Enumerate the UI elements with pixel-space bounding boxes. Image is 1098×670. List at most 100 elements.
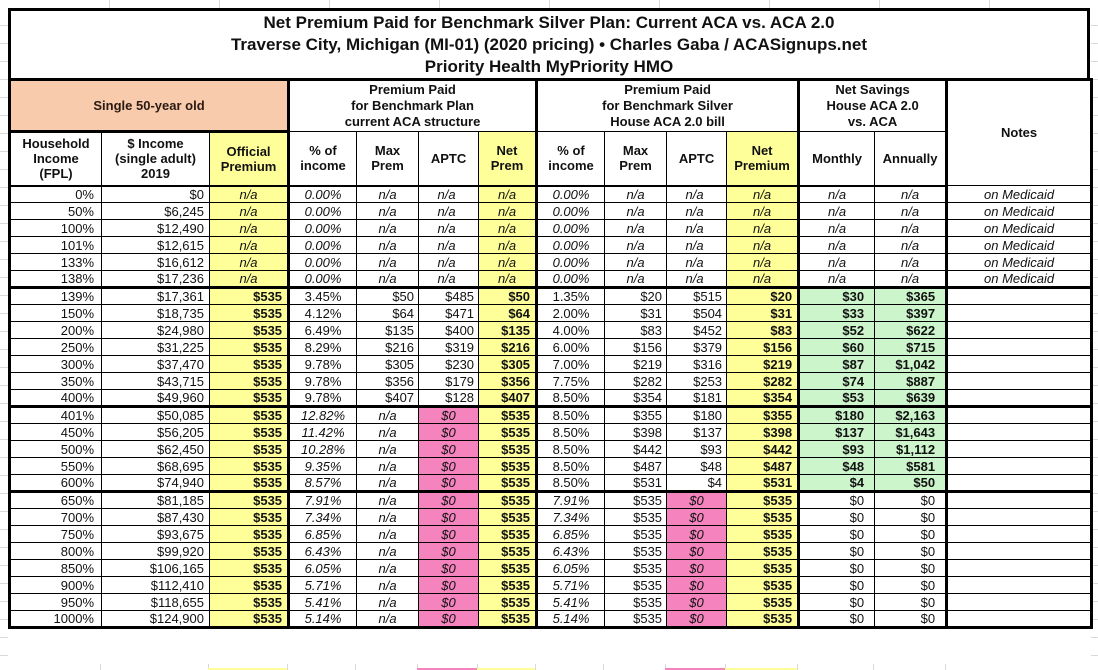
cell-aca_max[interactable]: $216	[356, 338, 420, 356]
cell-h_pct[interactable]: 0.00%	[535, 253, 606, 271]
cell-official[interactable]: $535	[208, 593, 290, 611]
cell-monthly[interactable]: $0	[797, 490, 876, 509]
cell-h_pct[interactable]: 0.00%	[535, 236, 606, 254]
cell-income[interactable]: $106,165	[101, 559, 210, 577]
group-header-house-aca2[interactable]: Premium Paid for Benchmark Silver House …	[535, 79, 800, 132]
cell-h_pct[interactable]: 0.00%	[535, 270, 606, 288]
cell-h_aptc[interactable]: n/a	[666, 253, 728, 271]
cell-h_max[interactable]: $355	[604, 405, 668, 424]
cell-h_pct[interactable]: 8.50%	[535, 405, 606, 424]
cell-h_net[interactable]: $487	[726, 457, 800, 475]
cell-aca_aptc[interactable]: $0	[418, 423, 480, 441]
cell-notes[interactable]	[945, 474, 1093, 492]
cell-annually[interactable]: $0	[874, 610, 948, 628]
cell-aca_max[interactable]: n/a	[356, 610, 420, 628]
cell-income[interactable]: $18,735	[101, 304, 210, 322]
cell-h_net[interactable]: $535	[726, 490, 800, 509]
cell-h_pct[interactable]: 5.14%	[535, 610, 606, 628]
cell-official[interactable]: $535	[208, 490, 290, 509]
cell-aca_aptc[interactable]: $0	[418, 405, 480, 424]
cell-notes[interactable]	[945, 405, 1093, 424]
cell-monthly[interactable]: $4	[797, 474, 876, 492]
cell-aca_net[interactable]: $305	[478, 355, 538, 373]
cell-h_net[interactable]: $535	[726, 508, 800, 526]
cell-official[interactable]: $535	[208, 559, 290, 577]
cell-h_pct[interactable]: 8.50%	[535, 389, 606, 407]
cell-h_aptc[interactable]: n/a	[666, 236, 728, 254]
cell-fpl[interactable]: 138%	[9, 270, 102, 288]
cell-fpl[interactable]: 650%	[9, 490, 102, 509]
cell-aca_aptc[interactable]: $0	[418, 508, 480, 526]
cell-aca_aptc[interactable]: $128	[418, 389, 480, 407]
cell-aca_pct[interactable]: 12.82%	[287, 405, 358, 424]
cell-h_max[interactable]: $535	[604, 559, 668, 577]
cell-annually[interactable]: $365	[874, 286, 948, 305]
cell-notes[interactable]	[945, 389, 1093, 407]
cell-official[interactable]: n/a	[208, 202, 290, 220]
cell-income[interactable]: $43,715	[101, 372, 210, 390]
cell-h_net[interactable]: n/a	[726, 253, 800, 271]
cell-fpl[interactable]: 950%	[9, 593, 102, 611]
cell-official[interactable]: $535	[208, 389, 290, 407]
cell-aca_net[interactable]: $535	[478, 474, 538, 492]
column-header-official-premium[interactable]: Official Premium	[208, 131, 290, 187]
cell-h_net[interactable]: n/a	[726, 236, 800, 254]
cell-h_aptc[interactable]: $316	[666, 355, 728, 373]
group-header-current-aca[interactable]: Premium Paid for Benchmark Plan current …	[287, 79, 538, 132]
cell-notes[interactable]	[945, 559, 1093, 577]
column-header-savings-annually[interactable]: Annually	[874, 131, 948, 187]
cell-aca_max[interactable]: n/a	[356, 219, 420, 237]
cell-aca_pct[interactable]: 6.05%	[287, 559, 358, 577]
cell-h_net[interactable]: $355	[726, 405, 800, 424]
cell-h_aptc[interactable]: $379	[666, 338, 728, 356]
cell-fpl[interactable]: 750%	[9, 525, 102, 543]
cell-fpl[interactable]: 900%	[9, 576, 102, 594]
cell-income[interactable]: $124,900	[101, 610, 210, 628]
column-header-fpl[interactable]: Household Income (FPL)	[9, 131, 102, 187]
cell-h_aptc[interactable]: $137	[666, 423, 728, 441]
cell-annually[interactable]: $0	[874, 490, 948, 509]
cell-annually[interactable]: $0	[874, 542, 948, 560]
column-header-house-max-prem[interactable]: Max Prem	[604, 131, 668, 187]
cell-h_max[interactable]: $535	[604, 576, 668, 594]
cell-annually[interactable]: n/a	[874, 270, 948, 288]
cell-aca_pct[interactable]: 8.57%	[287, 474, 358, 492]
cell-aca_pct[interactable]: 6.85%	[287, 525, 358, 543]
cell-fpl[interactable]: 150%	[9, 304, 102, 322]
cell-income[interactable]: $99,920	[101, 542, 210, 560]
column-header-savings-monthly[interactable]: Monthly	[797, 131, 876, 187]
cell-income[interactable]: $50,085	[101, 405, 210, 424]
cell-h_net[interactable]: $398	[726, 423, 800, 441]
cell-h_net[interactable]: $354	[726, 389, 800, 407]
cell-h_net[interactable]: $219	[726, 355, 800, 373]
cell-h_max[interactable]: n/a	[604, 219, 668, 237]
cell-aca_max[interactable]: n/a	[356, 525, 420, 543]
cell-h_net[interactable]: $535	[726, 593, 800, 611]
cell-aca_pct[interactable]: 9.78%	[287, 372, 358, 390]
cell-annually[interactable]: n/a	[874, 236, 948, 254]
cell-aca_pct[interactable]: 5.71%	[287, 576, 358, 594]
cell-monthly[interactable]: $74	[797, 372, 876, 390]
cell-aca_aptc[interactable]: $230	[418, 355, 480, 373]
cell-aca_pct[interactable]: 5.14%	[287, 610, 358, 628]
cell-official[interactable]: n/a	[208, 253, 290, 271]
cell-aca_pct[interactable]: 4.12%	[287, 304, 358, 322]
cell-aca_net[interactable]: $135	[478, 321, 538, 339]
cell-h_max[interactable]: $535	[604, 610, 668, 628]
cell-aca_max[interactable]: n/a	[356, 202, 420, 220]
cell-monthly[interactable]: n/a	[797, 202, 876, 220]
cell-income[interactable]: $112,410	[101, 576, 210, 594]
cell-h_net[interactable]: $20	[726, 286, 800, 305]
cell-h_aptc[interactable]: $181	[666, 389, 728, 407]
cell-fpl[interactable]: 100%	[9, 219, 102, 237]
group-header-net-savings[interactable]: Net Savings House ACA 2.0 vs. ACA	[797, 79, 948, 132]
cell-aca_aptc[interactable]: $0	[418, 542, 480, 560]
column-header-aca-aptc[interactable]: APTC	[418, 131, 480, 187]
cell-aca_pct[interactable]: 6.43%	[287, 542, 358, 560]
cell-aca_net[interactable]: $535	[478, 457, 538, 475]
cell-h_net[interactable]: n/a	[726, 270, 800, 288]
cell-h_net[interactable]: n/a	[726, 185, 800, 203]
cell-h_max[interactable]: $156	[604, 338, 668, 356]
cell-official[interactable]: $535	[208, 304, 290, 322]
cell-fpl[interactable]: 450%	[9, 423, 102, 441]
